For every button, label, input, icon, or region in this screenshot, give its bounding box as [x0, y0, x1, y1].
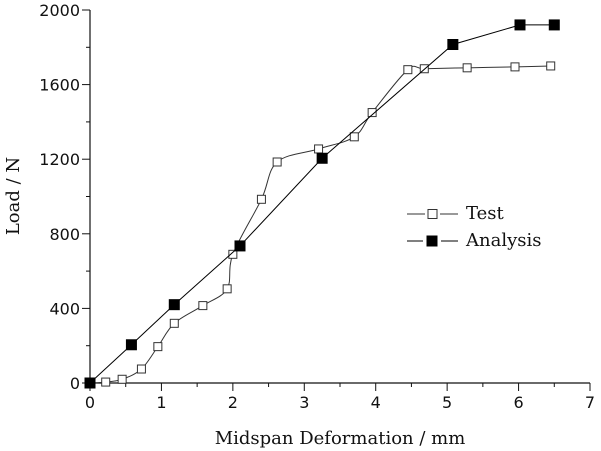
data-point [136, 364, 146, 374]
x-tick-label: 2 [228, 393, 238, 412]
series-layer [84, 19, 560, 389]
data-point [198, 301, 208, 311]
data-point [349, 132, 359, 142]
data-point [84, 377, 96, 389]
x-tick-label: 6 [513, 393, 523, 412]
y-axis-title: Load / N [3, 157, 24, 235]
x-axis-title: Midspan Deformation / mm [215, 428, 466, 449]
data-point [548, 19, 560, 31]
data-point [234, 240, 246, 252]
data-point [510, 62, 520, 72]
tick-labels: 0 1 2 3 4 5 6 7 0 400 800 1200 1600 2000 [39, 1, 595, 412]
data-point [228, 249, 238, 259]
series-analysis [84, 19, 560, 389]
data-point [168, 299, 180, 311]
y-tick-label: 2000 [39, 1, 80, 20]
data-point [153, 342, 163, 352]
y-tick-label: 1200 [39, 150, 80, 169]
y-tick-label: 1600 [39, 76, 80, 95]
data-point [447, 39, 459, 51]
x-tick-label: 1 [156, 393, 166, 412]
series-test [85, 61, 556, 388]
data-point [367, 108, 377, 118]
x-tick-label: 5 [442, 393, 452, 412]
legend-test-marker [427, 209, 438, 219]
x-tick-label: 7 [585, 393, 595, 412]
data-point [222, 284, 232, 294]
x-tick-label: 3 [299, 393, 309, 412]
legend-test-label: Test [466, 203, 504, 224]
data-point [117, 374, 127, 384]
data-point [272, 157, 282, 167]
x-tick-label: 0 [85, 393, 95, 412]
data-point [169, 318, 179, 328]
data-point [256, 194, 266, 204]
data-point [546, 61, 556, 71]
y-tick-label: 400 [49, 299, 80, 318]
series-line [89, 24, 555, 384]
data-point [462, 63, 472, 73]
data-point [403, 65, 413, 75]
data-point [514, 19, 526, 31]
data-point [125, 339, 137, 351]
legend-analysis-marker [426, 235, 438, 247]
data-point [314, 144, 324, 154]
data-point [316, 152, 328, 164]
x-tick-label: 4 [371, 393, 381, 412]
legend: Test Analysis [407, 203, 541, 251]
legend-analysis-label: Analysis [465, 230, 541, 251]
y-tick-label: 0 [70, 374, 80, 393]
y-tick-label: 800 [49, 225, 80, 244]
series-line [89, 65, 551, 384]
data-point [101, 377, 111, 387]
